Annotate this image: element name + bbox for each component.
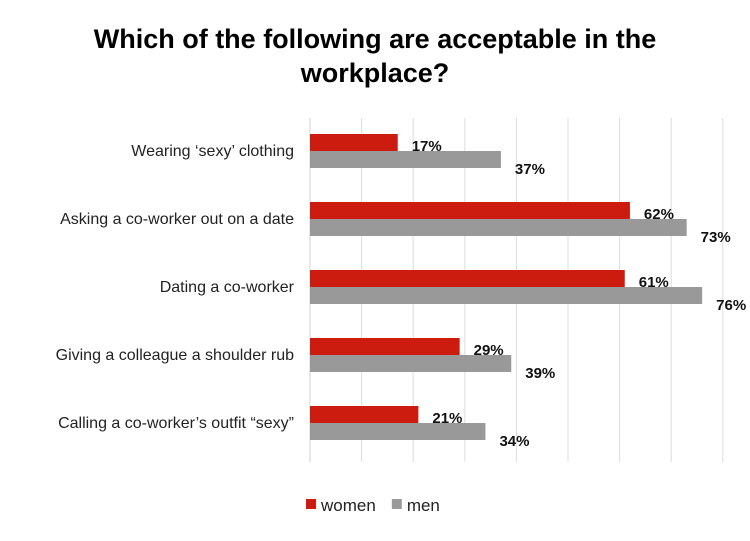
bar-women xyxy=(310,270,625,287)
category-labels: Wearing ‘sexy’ clothing Asking a co-worke… xyxy=(56,143,295,432)
category-label: Giving a colleague a shoulder rub xyxy=(56,347,294,364)
data-label-men: 73% xyxy=(701,229,731,246)
bars xyxy=(310,134,703,440)
data-label-women: 61% xyxy=(639,274,669,291)
data-label-men: 39% xyxy=(525,365,555,382)
legend-swatch-women xyxy=(306,499,316,509)
category-label: Wearing ‘sexy’ clothing xyxy=(131,143,294,160)
bar-women xyxy=(310,134,398,151)
bar-men xyxy=(310,219,687,236)
category-label: Calling a co-worker’s outfit “sexy” xyxy=(58,415,294,432)
bar-women xyxy=(310,338,460,355)
chart-title: Which of the following are acceptable in… xyxy=(93,24,657,88)
bar-women xyxy=(310,406,419,423)
legend-swatch-men xyxy=(391,499,402,509)
legend-label-women: women xyxy=(320,496,376,515)
category-label: Asking a co-worker out on a date xyxy=(60,211,294,228)
data-label-women: 21% xyxy=(432,410,462,427)
data-label-men: 37% xyxy=(515,161,545,178)
bar-women xyxy=(310,202,630,219)
bar-men xyxy=(310,355,512,372)
category-label: Dating a co-worker xyxy=(160,279,295,296)
value-labels: 17% 37% 62% 73% 61% 76% 29% 39% 21% 34% xyxy=(412,138,746,450)
legend: women men xyxy=(306,496,440,515)
bar-men xyxy=(310,287,703,304)
data-label-women: 29% xyxy=(474,342,504,359)
data-label-women: 17% xyxy=(412,138,442,155)
data-label-women: 62% xyxy=(644,206,674,223)
data-label-men: 34% xyxy=(499,433,529,450)
legend-label-men: men xyxy=(407,496,440,515)
data-label-men: 76% xyxy=(716,297,746,314)
bar-men xyxy=(310,423,486,440)
bar-men xyxy=(310,151,501,168)
